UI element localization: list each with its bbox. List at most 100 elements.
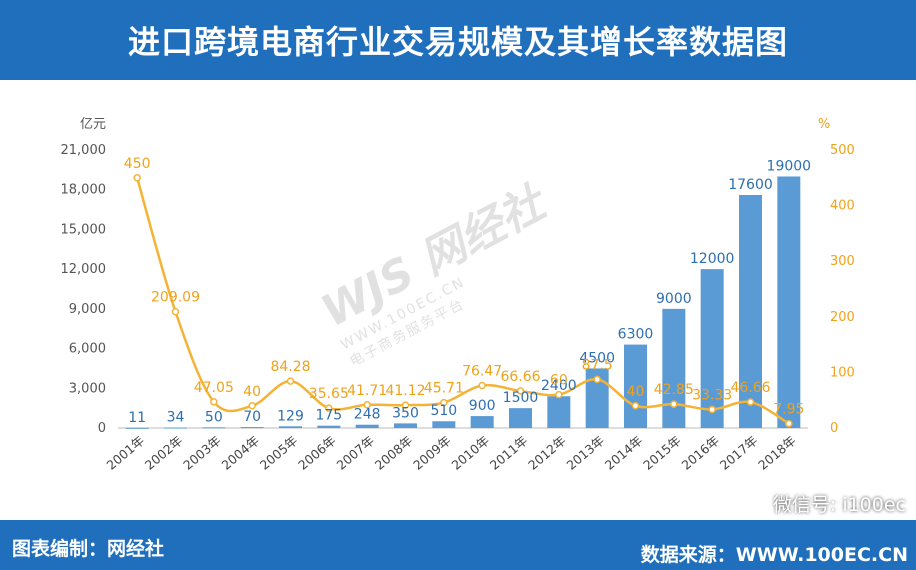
x-tick-label: 2013年 [564, 433, 608, 473]
bar-value-label: 17600 [728, 177, 773, 193]
x-tick-label: 2010年 [449, 433, 493, 473]
line-value-label: 84.28 [270, 359, 310, 375]
x-tick-label: 2009年 [410, 433, 454, 473]
y-right-tick: 400 [830, 199, 855, 214]
x-tick-label: 2005年 [257, 433, 301, 473]
y-right-tick: 100 [830, 365, 855, 380]
line-value-label: 209.09 [151, 290, 200, 306]
bar [394, 423, 417, 428]
line-point [631, 402, 640, 410]
bar-value-label: 248 [354, 407, 381, 423]
x-tick-label: 2017年 [717, 433, 761, 473]
bar-value-label: 175 [315, 408, 342, 424]
line-point [670, 400, 678, 408]
line-point [516, 387, 525, 395]
line-value-label: 7.95 [773, 402, 804, 418]
x-tick-label: 2007年 [334, 433, 378, 473]
bar-value-label: 6300 [618, 327, 654, 343]
x-tick-label: 2001年 [104, 433, 148, 473]
line-point [746, 398, 755, 406]
wechat-badge: 微信号: i100ec [736, 490, 906, 517]
bar-value-label: 1500 [503, 390, 539, 406]
y-left-tick: 21,000 [61, 143, 107, 158]
line-value-label: 40 [243, 384, 261, 400]
line-value-label: 60 [550, 373, 568, 389]
bar [547, 396, 571, 428]
line-value-label: 35.65 [309, 386, 349, 402]
page-title: 进口跨境电商行业交易规模及其增长率数据图 [127, 23, 788, 61]
line-point [440, 398, 448, 407]
y-left-tick: 6,000 [69, 342, 106, 357]
line-value-label: 42.85 [654, 382, 694, 398]
combo-chart: 亿元 % 0 3,000 6,000 9,000 12,000 15,000 18,000 21,… [61, 117, 855, 473]
y-left-tick: 12,000 [61, 262, 107, 277]
bar [700, 269, 724, 428]
y-right-tick: 0 [830, 421, 838, 436]
line-point [210, 398, 218, 406]
x-tick-label: 2018年 [755, 433, 799, 473]
line-value-label: 45.71 [424, 381, 464, 397]
bar [355, 424, 379, 428]
bar-value-label: 510 [430, 403, 457, 419]
x-tick-label: 2011年 [487, 433, 531, 473]
x-tick-label: 2012年 [525, 433, 569, 473]
line-value-label: 41.12 [385, 383, 425, 399]
x-tick-label: 2002年 [142, 433, 186, 473]
line-value-label: 41.71 [347, 383, 387, 399]
bar-value-label: 129 [277, 408, 304, 424]
title-banner: 进口跨境电商行业交易规模及其增长率数据图 [0, 0, 916, 80]
bar-value-label: 50 [205, 409, 223, 425]
bar [317, 425, 341, 428]
line-point [593, 375, 601, 384]
line-value-label: 46.66 [730, 380, 770, 396]
x-tick-label: 2008年 [372, 433, 416, 473]
footer-bar: 图表编制：网经社 数据来源：WWW.100EC.CN 微信号: i100ec [0, 492, 916, 570]
bar [432, 421, 456, 428]
footer-source: 数据来源：WWW.100EC.CN [640, 544, 908, 566]
line-point [555, 390, 563, 399]
y-right-tick: 300 [830, 254, 855, 269]
y-left-tick: 9,000 [69, 302, 106, 317]
bar [202, 427, 226, 429]
line-point [248, 402, 256, 410]
bar-value-label: 19000 [767, 158, 812, 174]
bar [164, 427, 187, 429]
line-value-label: 40 [627, 384, 645, 400]
bar-value-label: 70 [243, 409, 261, 425]
y-right-tick: 500 [830, 143, 855, 158]
bar [739, 195, 762, 428]
line-point [133, 174, 141, 182]
x-tick-label: 2015年 [640, 433, 684, 473]
line-point [785, 419, 793, 428]
line-point [708, 405, 716, 414]
y-left-tick: 15,000 [61, 222, 107, 237]
y-left-unit: 亿元 [80, 117, 106, 132]
bar [279, 426, 302, 428]
bar [125, 427, 149, 429]
x-tick-label: 2016年 [679, 433, 723, 473]
wechat-id: 微信号: i100ec [772, 494, 906, 516]
bar-value-label: 9000 [656, 291, 692, 307]
line-point [286, 377, 295, 385]
x-tick-label: 2003年 [180, 433, 224, 473]
y-left-tick: 3,000 [69, 381, 106, 396]
bar [777, 176, 801, 428]
bar-value-label: 12000 [690, 251, 735, 267]
line-point [363, 401, 371, 409]
y-right-unit: % [818, 117, 830, 132]
bar-value-label: 4500 [579, 350, 615, 366]
x-tick-label: 2014年 [602, 433, 646, 473]
y-right-tick: 200 [830, 310, 855, 325]
bar-value-label: 2400 [541, 378, 577, 394]
footer-credit: 图表编制：网经社 [12, 538, 165, 560]
bar [585, 368, 609, 428]
bar [470, 416, 494, 428]
bar-value-label: 34 [167, 410, 185, 426]
x-tick-label: 2006年 [295, 433, 339, 473]
y-left-tick: 0 [98, 421, 106, 436]
line-value-label: 33.33 [692, 387, 732, 403]
line-value-label: 66.66 [500, 369, 540, 385]
x-tick-label: 2004年 [219, 433, 263, 473]
line-value-label: 47.05 [194, 380, 234, 396]
line-point [401, 401, 410, 409]
